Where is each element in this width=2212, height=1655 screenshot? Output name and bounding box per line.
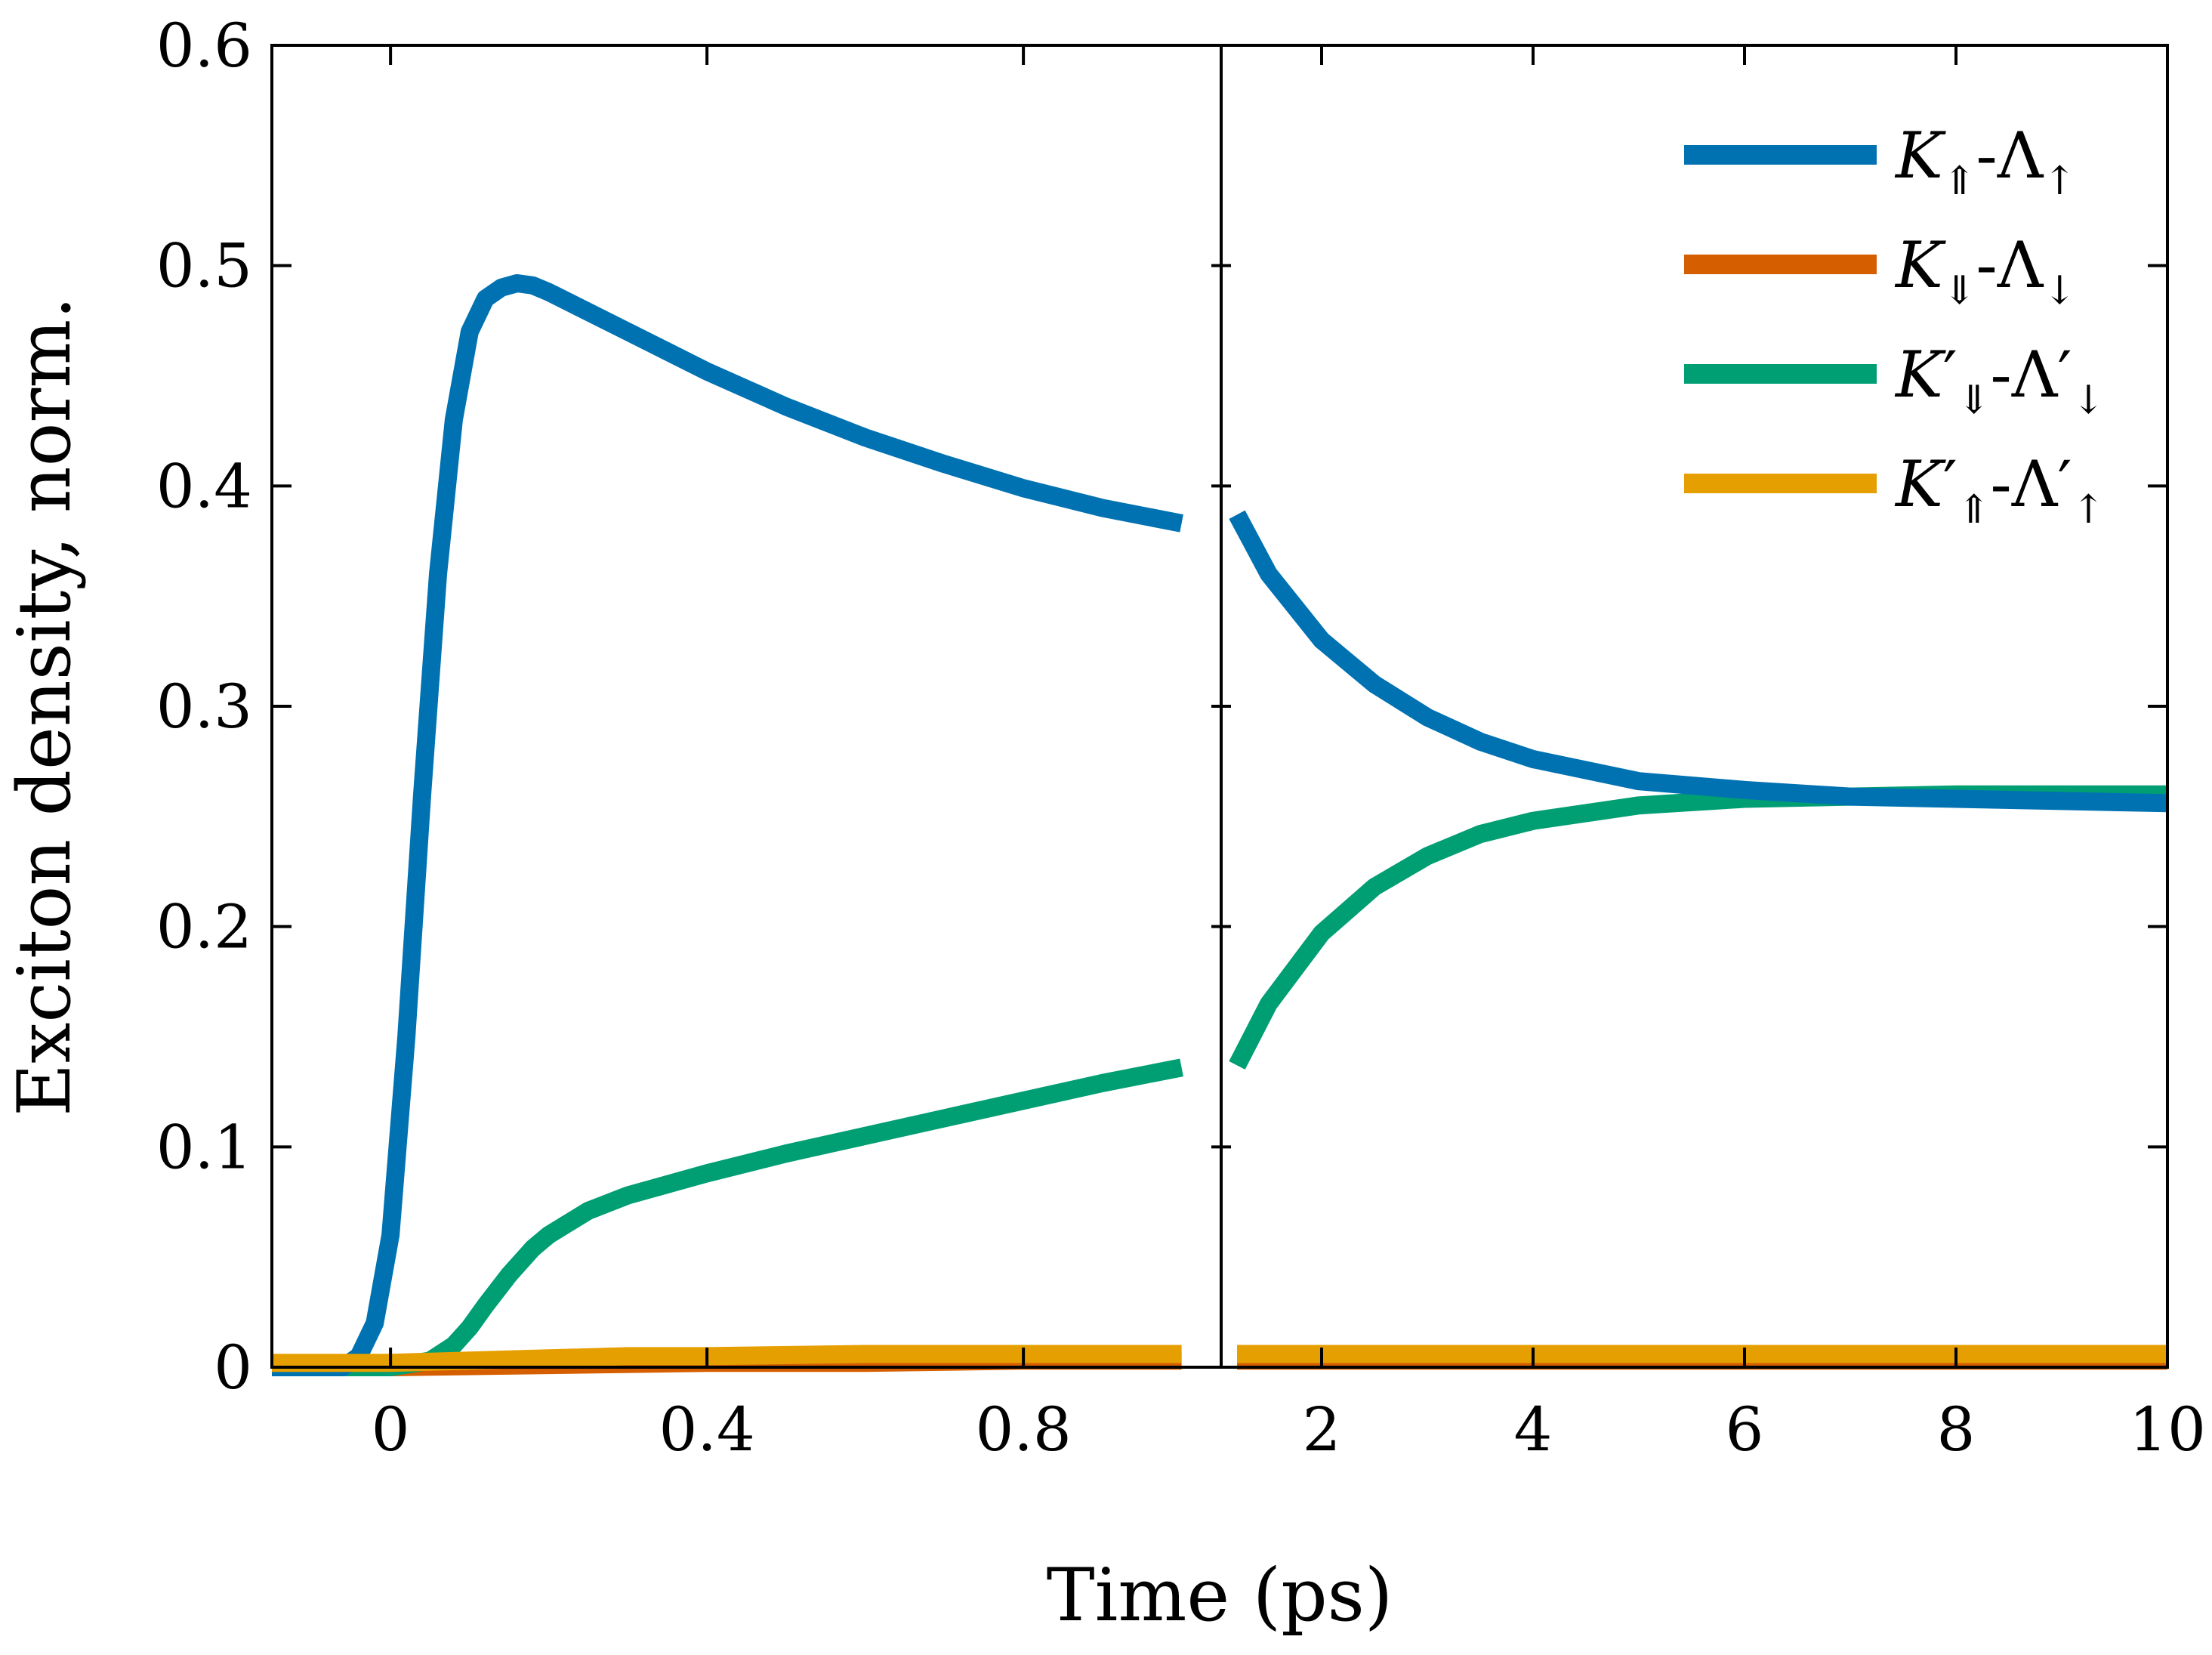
legend: K⇑-Λ↑ K⇓-Λ↓ K′⇓-Λ′↓ K′⇑-Λ′↑ <box>1684 119 2105 533</box>
y-tick-label: 0.2 <box>156 892 252 962</box>
x-tick-label: 4 <box>1514 1394 1553 1465</box>
labels-layer: 0 0.1 0.2 0.3 0.4 0.5 0.6 0 0.4 0.8 2 4 6 8 10 Time (ps… <box>2 11 2206 1638</box>
x-tick-label: 6 <box>1726 1394 1764 1465</box>
y-tick-label: 0 <box>214 1332 252 1403</box>
x-tick-label: 10 <box>2129 1394 2206 1465</box>
y-tick-label: 0.4 <box>156 451 252 521</box>
series-line-k-right <box>1229 510 2167 813</box>
series-line-k-right <box>1229 785 2167 1070</box>
x-tick-label: 0.4 <box>659 1394 755 1465</box>
x-tick-label: 0 <box>372 1394 410 1465</box>
y-tick-label: 0.1 <box>156 1112 252 1182</box>
x-tick-label: 8 <box>1937 1394 1976 1465</box>
legend-label-k: K⇑-Λ↑ <box>1894 119 2076 204</box>
legend-label-k: K′⇑-Λ′↑ <box>1894 447 2105 533</box>
series-layer <box>272 274 2167 1376</box>
y-tick-label: 0.3 <box>156 672 252 742</box>
series-line-k-left <box>272 1058 1183 1376</box>
y-tick-label: 0.5 <box>156 231 252 301</box>
y-axis-title: Exciton density, norm. <box>2 296 87 1116</box>
series-line-k-left <box>272 1345 1182 1372</box>
x-axis-title: Time (ps) <box>1047 1553 1393 1638</box>
x-tick-label: 0.8 <box>976 1394 1072 1465</box>
ticks-layer <box>272 44 2169 1369</box>
y-tick-label: 0.6 <box>156 11 252 81</box>
series-line-k-left <box>272 274 1183 1376</box>
legend-label-k: K′⇓-Λ′↓ <box>1894 338 2105 423</box>
legend-label-k: K⇓-Λ↓ <box>1894 228 2076 313</box>
x-tick-label: 2 <box>1303 1394 1341 1465</box>
